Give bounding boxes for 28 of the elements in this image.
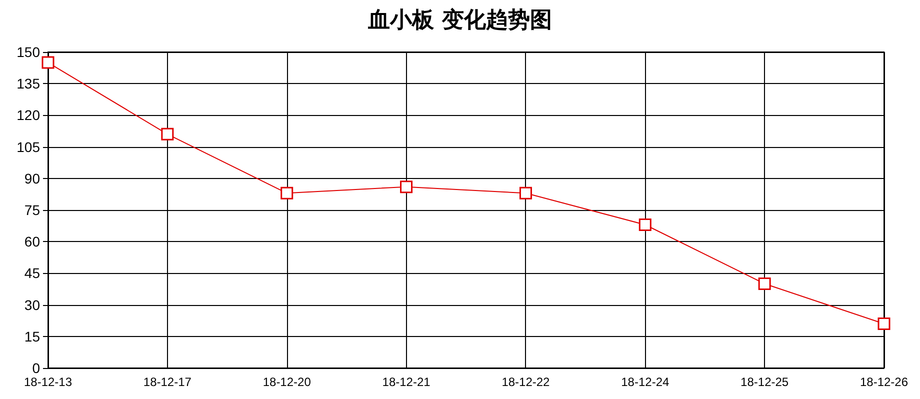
x-tick-label: 18-12-13 [24,375,72,389]
x-tick-label: 18-12-20 [262,375,312,389]
chart-title: 血小板 变化趋势图 [367,7,552,33]
x-tick-label: 18-12-25 [740,375,789,389]
point [400,180,413,194]
point [519,186,532,200]
y-tick-label: 60 [24,234,40,250]
point [42,56,54,69]
point [280,186,294,200]
x-tick-label: 18-12-17 [143,375,192,389]
x-tick-label: 18-12-22 [502,375,550,389]
y-tick-label: 90 [24,170,40,186]
x-tick-label: 18-12-26 [860,375,908,389]
point [758,277,771,290]
x-tick-label: 18-12-21 [382,375,431,389]
point [161,128,174,140]
y-tick-label: 75 [24,202,40,218]
y-tick-label: 30 [24,296,40,313]
y-tick-label: 15 [24,328,40,344]
y-tick-label: 45 [24,265,40,282]
x-tick-label: 18-12-24 [621,375,670,389]
y-tick-label: 150 [16,44,40,60]
point [638,218,652,231]
y-tick-label: 135 [16,76,40,92]
y-tick-label: 105 [16,138,40,155]
point [878,318,890,330]
y-tick-label: 0 [32,360,40,376]
y-tick-label: 120 [16,107,40,124]
